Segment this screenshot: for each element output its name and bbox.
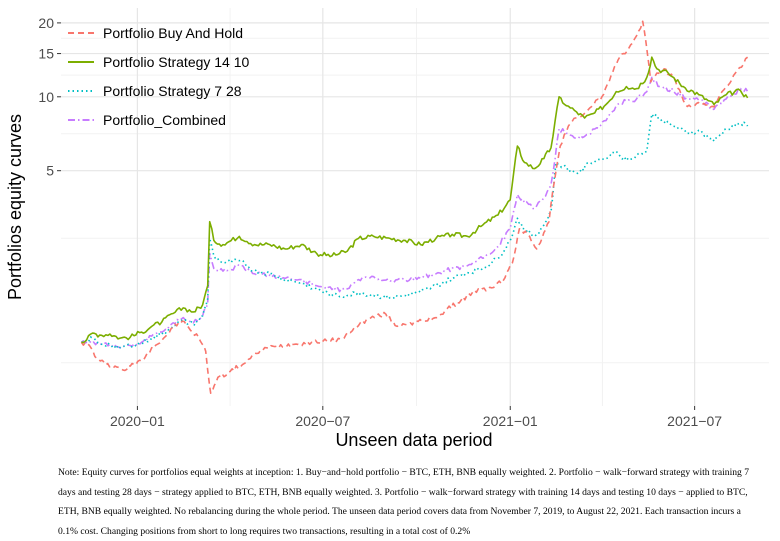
y-tick-label: 5 xyxy=(46,163,54,179)
series-line xyxy=(81,56,749,344)
x-axis: 2020−01 2020−07 2021−01 2021−07 xyxy=(110,406,722,429)
series-line xyxy=(80,76,749,349)
y-axis-title: Portfolios equity curves xyxy=(5,114,25,300)
y-tick-label: 15 xyxy=(38,46,54,62)
legend-label: Portfolio_Combined xyxy=(103,112,226,128)
x-tick-label: 2020−01 xyxy=(110,413,165,429)
x-tick-label: 2020−07 xyxy=(295,413,350,429)
series-line xyxy=(80,20,749,394)
legend-label: Portfolio Strategy 7 28 xyxy=(103,83,242,99)
legend-label: Portfolio Strategy 14 10 xyxy=(103,54,250,70)
y-axis: 5 10 15 20 xyxy=(38,15,61,179)
x-tick-label: 2021−07 xyxy=(667,413,722,429)
x-tick-label: 2021−01 xyxy=(483,413,538,429)
equity-curves-chart: 5 10 15 20 2020−01 2020−07 2021−01 2021−07 Uns… xyxy=(5,8,769,450)
x-axis-title: Unseen data period xyxy=(335,430,492,450)
grid-lines xyxy=(61,8,769,406)
series-line xyxy=(81,113,749,350)
plot-panel xyxy=(61,8,769,406)
series-lines xyxy=(80,20,749,394)
y-tick-label: 10 xyxy=(38,89,54,105)
y-tick-label: 20 xyxy=(38,15,54,31)
figure-note: Note: Equity curves for portfolios equal… xyxy=(58,467,750,537)
legend: Portfolio Buy And Hold Portfolio Strategy… xyxy=(68,25,250,128)
legend-label: Portfolio Buy And Hold xyxy=(103,25,243,41)
